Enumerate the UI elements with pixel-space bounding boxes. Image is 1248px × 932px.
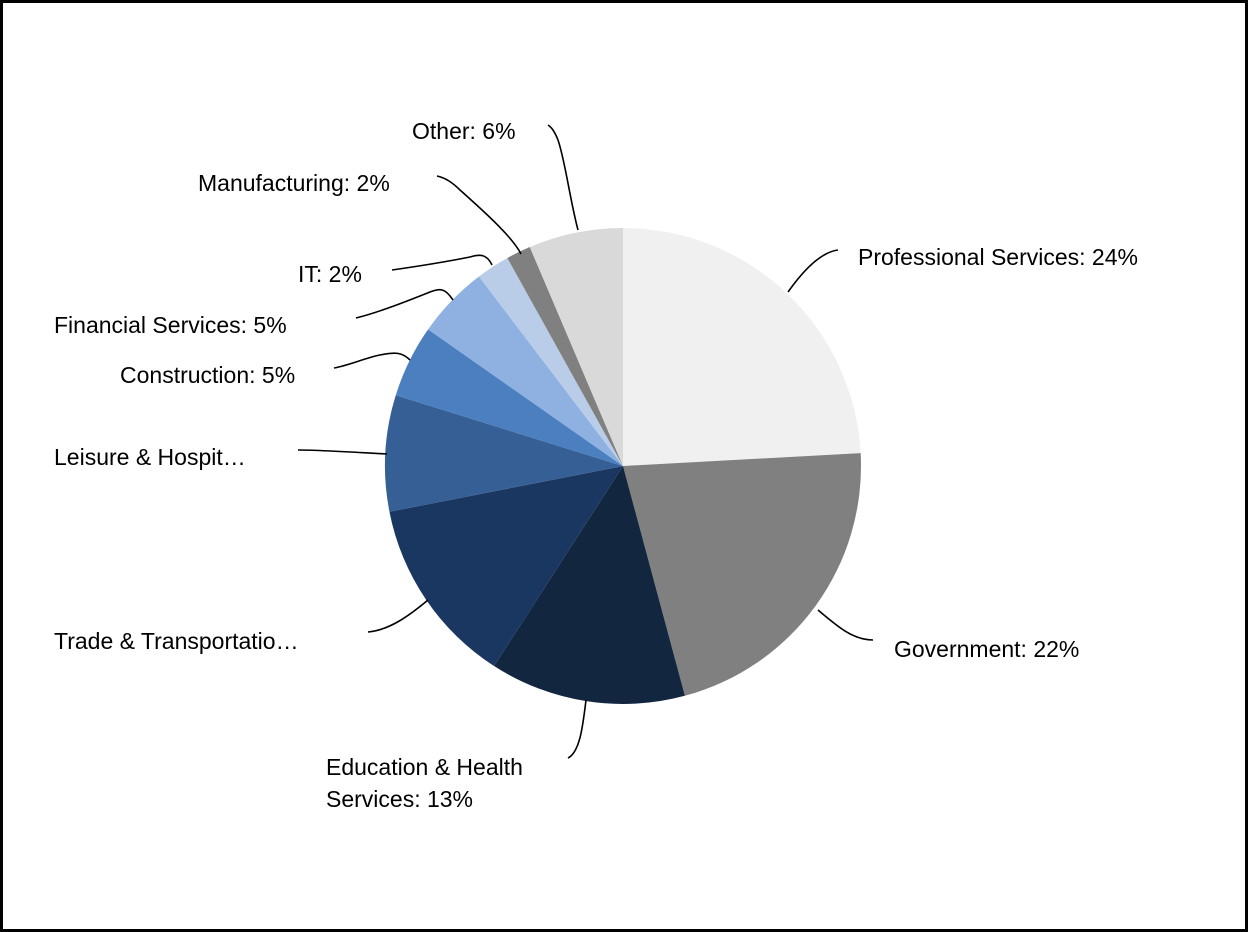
slice-label-9: Other: 6%: [412, 118, 516, 144]
slice-label-7: IT: 2%: [298, 261, 362, 287]
pie-slice-7: [478, 258, 623, 466]
leader-line-9: [547, 124, 579, 231]
leader-line-8: [436, 175, 522, 255]
slice-label-2: Education & Health Services: 13%: [326, 754, 523, 812]
slice-label-line: Services: 13%: [326, 786, 473, 812]
leader-line-0: [787, 249, 839, 293]
pie-slices: [385, 228, 861, 705]
leader-line-2: [567, 699, 587, 759]
pie-slice-2: [494, 466, 685, 705]
slice-label-0: Professional Services: 24%: [858, 244, 1138, 270]
pie-slice-0: [623, 228, 861, 466]
pie-slice-6: [428, 276, 623, 466]
slice-label-5: Construction: 5%: [120, 362, 295, 388]
slice-label-4: Leisure & Hospit…: [54, 444, 246, 470]
pie-slice-8: [507, 247, 623, 466]
slice-labels: Professional Services: 24% Government: 22…: [54, 118, 1138, 812]
label-leader-lines: [297, 124, 874, 759]
leader-line-6: [355, 288, 454, 319]
slice-label-line: Education & Health: [326, 754, 523, 780]
leader-line-1: [817, 609, 874, 641]
slice-label-3: Trade & Transportatio…: [54, 628, 299, 654]
leader-line-7: [391, 254, 493, 271]
slice-label-1: Government: 22%: [894, 636, 1079, 662]
pie-slice-3: [389, 466, 623, 667]
slice-label-8: Manufacturing: 2%: [198, 170, 390, 196]
pie-slice-4: [385, 395, 623, 512]
pie-slice-1: [623, 453, 861, 696]
leader-line-5: [333, 352, 411, 369]
leader-line-3: [367, 599, 429, 633]
pie-slice-5: [395, 329, 623, 466]
pie-slice-9: [529, 228, 623, 466]
leader-line-4: [297, 449, 388, 455]
slice-label-6: Financial Services: 5%: [54, 312, 287, 338]
